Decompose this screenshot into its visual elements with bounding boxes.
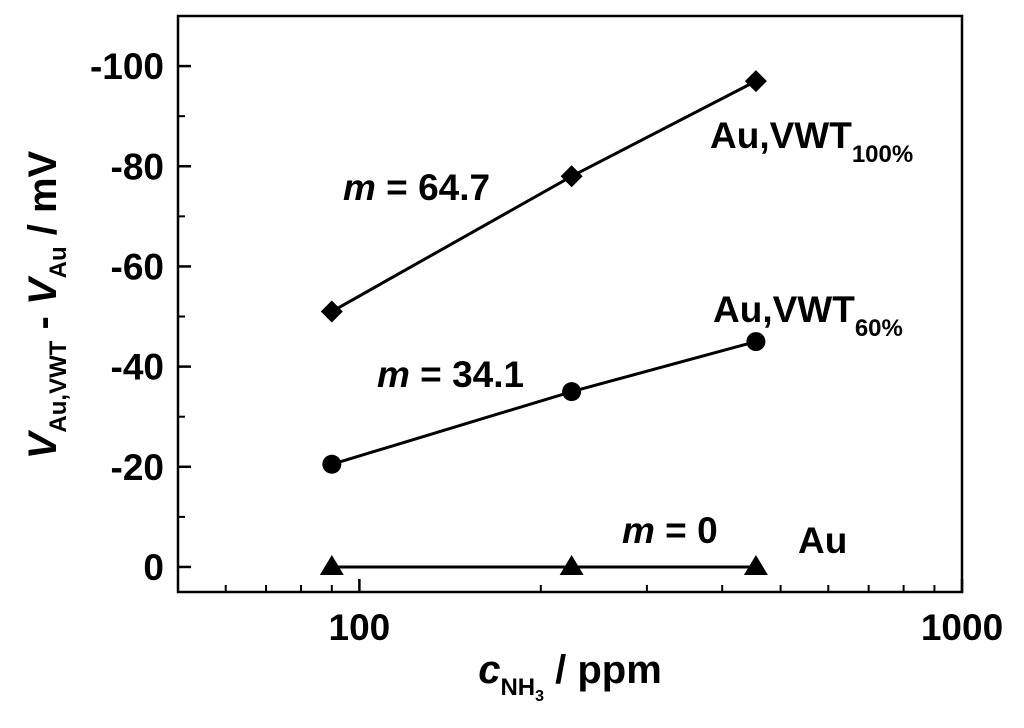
- y-tick-label: -20: [111, 447, 164, 488]
- data-point-circle: [562, 382, 582, 402]
- fit-label-vwt100: m = 64.7: [343, 167, 490, 208]
- series-label-vwt100-sub: 100%: [852, 141, 913, 168]
- series-2: [322, 332, 766, 474]
- series-label-vwt100-name: Au,VWT: [710, 115, 852, 156]
- series-label-vwt60-name: Au,VWT: [713, 289, 855, 330]
- data-point-diamond: [744, 70, 767, 93]
- fit-label-vwt100-eq: = 64.7: [376, 167, 490, 208]
- data-point-triangle: [559, 554, 584, 575]
- data-point-diamond: [320, 300, 343, 323]
- y-axis-title-v1-sub: Au,VWT: [45, 340, 72, 432]
- fit-label-au-m: m: [622, 510, 655, 551]
- y-axis-title-mid: -: [21, 305, 65, 341]
- series-layer: [319, 70, 768, 575]
- x-axis-title-subsub: 3: [535, 688, 544, 705]
- fit-label-vwt60-eq: = 34.1: [410, 354, 524, 395]
- plot-frame: [176, 14, 964, 594]
- series-label-vwt60-sub: 60%: [855, 315, 903, 342]
- x-axis-title-rest: / ppm: [544, 648, 662, 692]
- fit-label-au: m = 0: [622, 510, 718, 551]
- y-axis-title-v2: V: [21, 275, 65, 305]
- y-tick-label: -60: [111, 246, 164, 287]
- y-axis-title: VAu,VWT - VAu / mV: [21, 150, 72, 459]
- series-label-au: Au: [798, 520, 847, 561]
- x-axis-title: cNH3 / ppm: [478, 648, 662, 705]
- y-tick-label: 0: [143, 547, 164, 588]
- y-tick-label: -80: [111, 146, 164, 187]
- series-label-vwt60: Au,VWT60%: [713, 289, 903, 342]
- fit-label-vwt60: m = 34.1: [377, 354, 524, 395]
- x-tick-label: 1000: [921, 607, 1003, 648]
- series-label-vwt100: Au,VWT100%: [710, 115, 913, 168]
- x-axis-title-sub: NH: [500, 674, 535, 701]
- data-point-triangle: [743, 554, 768, 575]
- series-1: [320, 70, 767, 323]
- data-point-diamond: [560, 165, 583, 188]
- y-tick-label: -100: [90, 46, 164, 87]
- data-point-circle: [322, 454, 342, 474]
- fit-label-au-eq: = 0: [655, 510, 718, 551]
- series-3: [319, 554, 768, 575]
- data-point-circle: [746, 332, 766, 352]
- fit-label-vwt100-m: m: [343, 167, 376, 208]
- fit-label-vwt60-m: m: [377, 354, 410, 395]
- data-point-triangle: [319, 554, 344, 575]
- y-axis-title-rest: / mV: [21, 150, 65, 246]
- series-label-au-name: Au: [798, 520, 847, 561]
- x-axis-title-main: c: [478, 648, 500, 692]
- y-axis-title-v2-sub: Au: [45, 246, 72, 278]
- y-axis-title-v1: V: [21, 429, 65, 459]
- axes: 0 -20 -40 -60 -80 -100 100 1000: [90, 14, 1003, 648]
- x-tick-label: 100: [329, 607, 391, 648]
- y-tick-label: -40: [111, 347, 164, 388]
